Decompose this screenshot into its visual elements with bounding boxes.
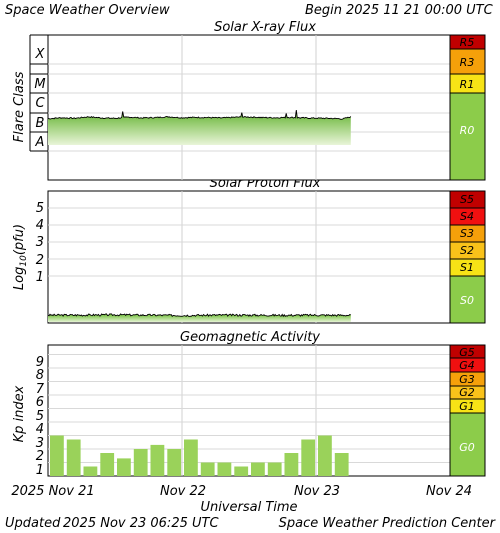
- radio-blackout-scale: R5 R3 R1 R0: [449, 34, 486, 181]
- kp-ytick: 7: [36, 382, 45, 397]
- geomagnetic-storm-scale: G5 G4 G3 G2 G1 G0: [449, 344, 486, 477]
- page-title: Space Weather Overview: [5, 3, 170, 18]
- xray-ylabel: Flare Class: [12, 71, 27, 142]
- xtick-nov24: Nov 24: [426, 484, 472, 499]
- flare-class-b: B: [36, 116, 45, 131]
- xtick-nov21: 2025 Nov 21: [11, 484, 94, 499]
- proton-ytick: 1: [36, 270, 44, 285]
- flare-class-axis: X M C B A: [29, 34, 48, 152]
- flare-class-c: C: [35, 96, 45, 111]
- proton-yaxis: 1 2 3 4 5: [36, 201, 44, 285]
- kp-bar: [50, 435, 64, 476]
- begin-label: Begin: [305, 3, 342, 18]
- kp-ytick: 8: [36, 368, 44, 383]
- kp-bar: [234, 466, 249, 476]
- scale-r3: R3: [460, 56, 475, 69]
- scale-g4: G4: [459, 359, 475, 372]
- credit: Space Weather Prediction Center: [279, 516, 497, 531]
- scale-g0: G0: [459, 441, 475, 454]
- xtick-nov23: Nov 23: [294, 484, 340, 499]
- scale-s0: S0: [460, 294, 474, 307]
- proton-flux-line: [47, 313, 351, 318]
- kp-bar: [217, 462, 232, 476]
- scale-s5: S5: [460, 193, 474, 206]
- updated-label: Updated: [5, 516, 61, 531]
- proton-ytick: 4: [36, 218, 44, 233]
- kp-bar: [66, 439, 81, 476]
- flare-class-x: X: [35, 47, 46, 62]
- begin-date: 2025 11 21 00:00 UTC: [346, 3, 494, 18]
- kp-ylabel: Kp index: [12, 385, 27, 442]
- kp-bar: [100, 453, 115, 476]
- kp-bar: [334, 453, 349, 476]
- scale-s4: S4: [460, 210, 474, 223]
- kp-bar: [267, 462, 282, 476]
- kp-bar: [150, 444, 165, 476]
- kp-bar: [117, 458, 131, 476]
- flare-class-m: M: [34, 77, 45, 92]
- scale-s1: S1: [460, 261, 474, 274]
- scale-g2: G2: [459, 386, 475, 399]
- kp-bars: [50, 435, 349, 476]
- scale-s2: S2: [460, 244, 474, 257]
- kp-bar: [301, 439, 316, 476]
- kp-ytick: 3: [36, 436, 44, 451]
- grid-lines: [48, 35, 450, 476]
- kp-bar: [200, 462, 215, 476]
- xray-title: Solar X-ray Flux: [214, 20, 316, 35]
- kp-ytick: 5: [36, 409, 44, 424]
- kp-bar: [133, 449, 148, 476]
- flare-class-a: A: [35, 135, 45, 150]
- kp-bar: [167, 449, 182, 476]
- proton-ytick: 3: [36, 235, 44, 250]
- xray-flux-series: [47, 109, 352, 145]
- proton-ytick: 5: [36, 201, 44, 216]
- scale-g1: G1: [459, 400, 475, 413]
- scale-r0: R0: [460, 124, 475, 137]
- scale-r5: R5: [460, 36, 475, 49]
- proton-plot-area: [47, 190, 451, 324]
- kp-ytick: 9: [36, 355, 44, 370]
- kp-bar: [318, 435, 332, 476]
- proton-ylabel: Log10(pfu): [12, 224, 29, 290]
- kp-bar: [251, 462, 265, 476]
- geomagnetic-title: Geomagnetic Activity: [180, 330, 320, 345]
- kp-bar: [284, 453, 299, 476]
- kp-ytick: 4: [36, 422, 44, 437]
- kp-yaxis: 1 2 3 4 5 6 7 8 9: [36, 355, 45, 478]
- proton-flux-series: [47, 313, 351, 322]
- xray-flux-area: [48, 110, 351, 145]
- scale-s3: S3: [460, 227, 474, 240]
- xray-plot-area: [47, 34, 451, 181]
- proton-flux-area: [48, 313, 351, 322]
- scale-g5: G5: [459, 346, 475, 359]
- kp-bar: [83, 466, 98, 476]
- solar-radiation-scale: S5 S4 S3 S2 S1 S0: [449, 190, 486, 324]
- proton-ytick: 2: [36, 253, 44, 268]
- kp-ytick: 6: [36, 395, 44, 410]
- updated-date: 2025 Nov 23 06:25 UTC: [63, 516, 219, 531]
- kp-bar: [184, 439, 198, 476]
- scale-r1: R1: [460, 78, 475, 91]
- xaxis-label: Universal Time: [200, 500, 297, 515]
- xtick-nov22: Nov 22: [160, 484, 206, 499]
- xray-flux-line: [47, 109, 352, 120]
- kp-ytick: 2: [36, 449, 44, 464]
- kp-ytick: 1: [36, 463, 44, 478]
- scale-g3: G3: [459, 373, 475, 386]
